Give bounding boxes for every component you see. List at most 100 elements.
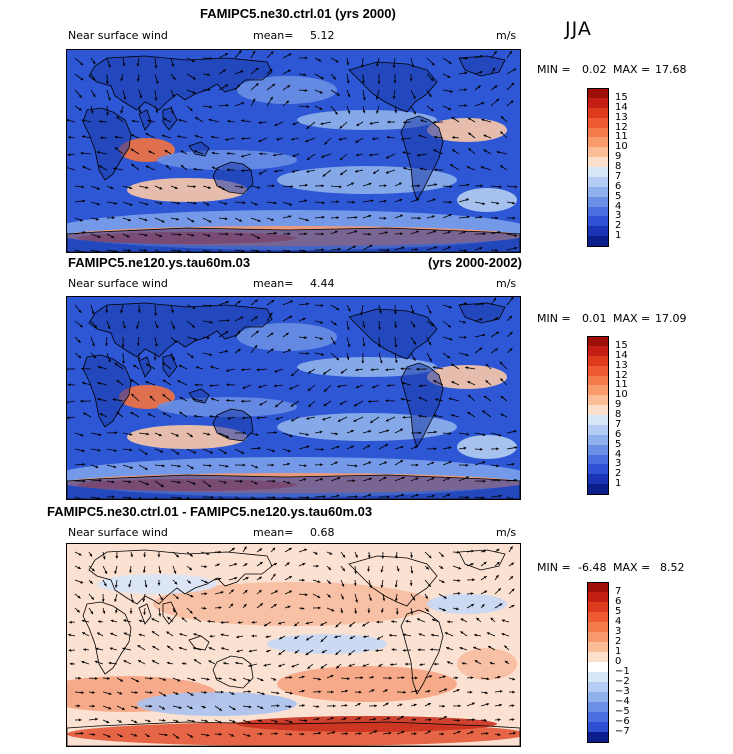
wind-vector-head: [209, 57, 213, 60]
wind-vector-head: [247, 734, 251, 737]
wind-vector-head: [172, 609, 176, 613]
wind-vector: [106, 320, 111, 330]
wind-vector-head: [208, 647, 212, 650]
wind-vector: [487, 645, 496, 651]
wind-vector-head: [99, 413, 103, 416]
wind-vector-head: [278, 621, 281, 625]
coastline: [138, 603, 152, 625]
wind-vector-head: [226, 383, 229, 387]
wind-vector-head: [367, 610, 371, 614]
wind-vector: [489, 661, 496, 665]
wind-vector: [293, 635, 300, 640]
wind-vector: [360, 304, 364, 316]
wind-vector: [166, 645, 174, 651]
wind-vector: [499, 361, 508, 370]
wind-vector: [330, 352, 340, 361]
wind-vector: [346, 479, 356, 483]
wind-vector: [138, 496, 143, 499]
wind-vector-head: [107, 734, 111, 738]
wind-vector-head: [337, 384, 341, 388]
wind-vector: [202, 480, 212, 488]
wind-vector-head: [352, 479, 356, 483]
wind-vector-head: [145, 381, 149, 384]
wind-vector-head: [466, 166, 470, 169]
wind-vector: [172, 719, 179, 723]
wind-vector: [490, 494, 502, 498]
wind-vector-head: [145, 133, 149, 136]
wind-vector-head: [259, 719, 263, 722]
wind-vector: [158, 705, 166, 710]
wind-vector: [162, 393, 172, 402]
wind-vector-head: [171, 310, 174, 313]
wind-vector-head: [402, 415, 406, 419]
wind-vector: [209, 634, 216, 638]
wind-vector: [202, 185, 212, 189]
wind-vector-head: [441, 580, 445, 583]
wind-vector-head: [82, 463, 86, 466]
wind-vector: [266, 249, 275, 252]
wind-vector: [234, 300, 242, 306]
wind-vector-head: [272, 479, 276, 483]
wind-vector-head: [78, 355, 82, 358]
wind-vector: [209, 384, 220, 387]
wind-vector: [394, 214, 404, 219]
wind-vector: [90, 89, 96, 98]
wind-vector-head: [227, 416, 231, 420]
wind-vector: [418, 414, 428, 418]
wind-vector-head: [251, 620, 255, 624]
wind-vector-head: [230, 603, 234, 607]
wind-vector-head: [353, 245, 356, 249]
wind-vector-head: [476, 617, 480, 621]
wind-vector: [298, 217, 309, 222]
wind-vector: [376, 620, 384, 624]
wind-vector-head: [131, 119, 135, 123]
wind-vector: [122, 217, 132, 222]
colorbar-swatch: [587, 88, 609, 99]
wind-vector: [123, 619, 132, 623]
wind-vector: [458, 352, 469, 357]
wind-vector: [234, 50, 242, 59]
wind-vector-head: [263, 663, 267, 667]
wind-vector-head: [123, 96, 127, 100]
wind-vector-head: [95, 465, 99, 469]
wind-vector-head: [337, 477, 341, 480]
wind-vector-head: [450, 89, 453, 93]
wind-vector-head: [192, 398, 196, 401]
wind-vector-head: [400, 445, 404, 449]
wind-vector-head: [158, 570, 162, 574]
wind-vector-head: [481, 102, 485, 105]
wind-vector-head: [272, 153, 276, 157]
wind-vector: [474, 55, 483, 59]
wind-vector-head: [77, 704, 81, 708]
wind-vector: [494, 548, 500, 553]
colorbar-tick-label: 2: [615, 220, 622, 232]
wind-vector: [170, 320, 176, 330]
wind-vector: [402, 415, 412, 419]
wind-vector-head: [289, 732, 293, 736]
wind-vector: [452, 592, 461, 595]
wind-vector: [248, 649, 258, 653]
panel-2-units: m/s: [496, 277, 517, 290]
wind-vector-head: [179, 411, 183, 415]
colorbar-swatch: [587, 732, 609, 743]
wind-vector: [410, 718, 417, 722]
wind-vector-head: [269, 68, 273, 72]
wind-vector: [465, 366, 476, 370]
wind-vector: [266, 51, 274, 59]
wind-vector-head: [172, 94, 175, 98]
wind-vector: [106, 480, 115, 484]
wind-vector: [131, 119, 140, 123]
wind-vector: [282, 332, 290, 338]
wind-vector: [466, 702, 475, 707]
wind-vector: [234, 463, 246, 467]
wind-vector-head: [511, 82, 515, 86]
wind-vector-head: [144, 452, 148, 455]
wind-vector: [474, 633, 482, 637]
wind-vector: [154, 496, 159, 499]
colorbar-swatch: [587, 147, 609, 158]
wind-vector: [508, 704, 515, 708]
wind-vector: [177, 380, 188, 386]
wind-vector-head: [237, 84, 240, 88]
wind-vector: [385, 399, 396, 403]
wind-vector: [368, 730, 378, 735]
